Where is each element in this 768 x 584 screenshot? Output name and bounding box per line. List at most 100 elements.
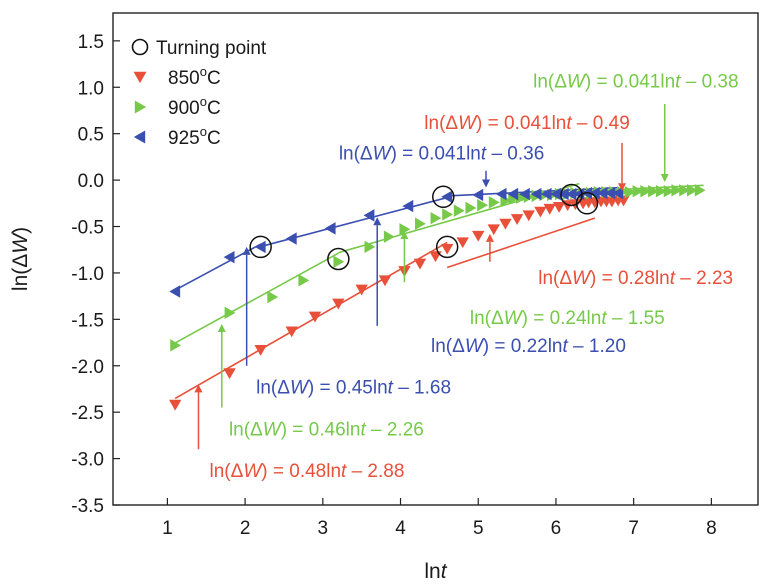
legend-label: Turning point [156, 38, 267, 59]
annotation-arrows [194, 103, 669, 450]
y-axis-title: ln(ΔW) [9, 227, 32, 291]
data-point [686, 184, 698, 197]
x-tick-label: 5 [473, 518, 484, 539]
data-point [355, 284, 368, 296]
annotation-arrow-head [373, 217, 382, 226]
data-point [530, 187, 542, 201]
annotation-arrow-head [660, 173, 669, 182]
data-point [285, 232, 297, 245]
annotation-arrow-head [242, 246, 251, 255]
annotation-arrow-head [194, 384, 203, 393]
annotation-arrow-head [400, 231, 409, 240]
annotation-arrow-head [482, 179, 491, 188]
fit-equation-label: ln(ΔW) = 0.041lnt – 0.49 [424, 113, 629, 134]
data-point [413, 258, 427, 270]
legend-marker [134, 100, 147, 114]
data-point [518, 187, 530, 201]
data-point [565, 187, 577, 201]
turning-point-circle [575, 192, 599, 215]
data-point [223, 250, 235, 264]
y-tick-label: -2.0 [71, 357, 104, 378]
x-tick-label: 3 [318, 518, 329, 539]
y-tick-label: -3.5 [71, 496, 104, 517]
data-point [453, 204, 465, 217]
data-point [364, 240, 376, 254]
data-point [440, 243, 454, 255]
data-point [414, 217, 426, 230]
data-point [648, 185, 659, 198]
data-point [223, 368, 236, 380]
turning-point-circle [327, 247, 350, 271]
axis-ticks: 1 2 3 4 5 6 7 8 1.5 1.0 0.5 0.0 -0.5 -1.0 -1.5 -2.0 -2.5… [71, 32, 716, 539]
data-point [671, 184, 683, 197]
legend-label: 925oC [168, 124, 221, 149]
fit-line [174, 252, 339, 344]
annotation-arrow-head [217, 323, 226, 332]
data-point [254, 240, 266, 254]
data-point [429, 251, 442, 263]
x-tick-label: 7 [628, 518, 639, 539]
data-markers [168, 184, 706, 411]
data-point [285, 326, 298, 338]
fit-equation-label: ln(ΔW) = 0.28lnt – 2.23 [538, 268, 733, 289]
data-point [308, 311, 322, 323]
data-point [399, 223, 411, 236]
data-point [522, 210, 535, 222]
annotation-arrow-head [618, 183, 627, 192]
data-point [378, 275, 392, 287]
data-point [540, 187, 552, 201]
data-point [617, 195, 630, 207]
x-tick-label: 8 [706, 518, 717, 539]
data-point [224, 306, 236, 320]
data-point [324, 222, 336, 235]
data-point [363, 209, 375, 222]
x-tick-label: 6 [551, 518, 562, 539]
plot-frame [112, 12, 759, 506]
fit-equation-label: ln(ΔW) = 0.45lnt – 1.68 [256, 378, 451, 399]
data-point [267, 290, 279, 304]
fit-equation-label: ln(ΔW) = 0.46lnt – 2.26 [229, 419, 424, 440]
y-tick-label: -1.5 [71, 310, 104, 331]
data-point [383, 230, 395, 243]
annotation-arrow-head [485, 233, 494, 242]
y-tick-label: 0.0 [78, 171, 104, 192]
data-point [430, 211, 442, 225]
x-tick-label: 2 [240, 518, 251, 539]
y-tick-label: 1.5 [78, 32, 104, 53]
legend-label: 850oC [168, 64, 221, 89]
data-point [465, 201, 477, 215]
data-point [655, 185, 667, 198]
legend: Turning point 850oC 900oC 925oC [131, 38, 267, 149]
data-point [477, 198, 489, 212]
data-point [495, 187, 507, 201]
data-point [170, 339, 182, 352]
fit-equation-label: ln(ΔW) = 0.041lnt – 0.38 [533, 71, 738, 92]
data-point [487, 224, 500, 236]
data-point [168, 399, 182, 411]
legend-label: 900oC [168, 94, 221, 119]
data-point [488, 196, 500, 209]
turning-point-circle [432, 185, 455, 209]
data-point [612, 186, 624, 200]
data-point [604, 186, 616, 200]
data-point [333, 255, 345, 268]
y-tick-label: 1.0 [78, 78, 104, 99]
y-tick-label: 0.5 [78, 125, 104, 146]
y-tick-label: -2.5 [71, 403, 104, 424]
data-point [516, 191, 527, 204]
turning-point-circle [560, 183, 583, 207]
data-point [507, 187, 519, 201]
x-tick-label: 1 [162, 518, 173, 539]
plot-border [112, 12, 759, 506]
data-point [332, 298, 345, 310]
data-point [499, 218, 512, 230]
x-tick-label: 4 [395, 518, 406, 539]
data-point [679, 184, 691, 197]
legend-marker-circle [131, 38, 149, 56]
legend-marker [133, 71, 147, 84]
data-point [694, 184, 706, 197]
x-axis-title: lnt [424, 560, 447, 583]
fit-line [446, 217, 596, 269]
fit-equation-label: ln(ΔW) = 0.22lnt – 1.20 [431, 336, 626, 357]
data-point [472, 230, 485, 242]
